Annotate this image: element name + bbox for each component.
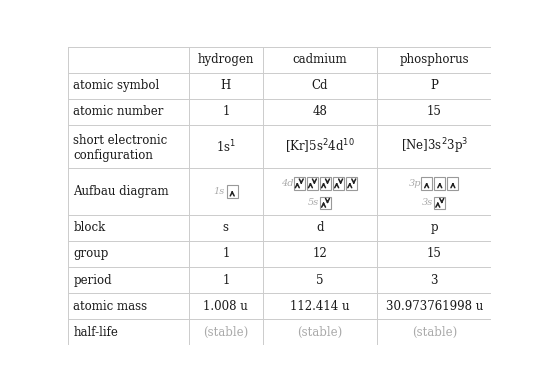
Text: Cd: Cd bbox=[312, 79, 328, 92]
Text: hydrogen: hydrogen bbox=[198, 53, 254, 66]
Text: phosphorus: phosphorus bbox=[400, 53, 469, 66]
Text: [Ne]3s$^2$3p$^3$: [Ne]3s$^2$3p$^3$ bbox=[401, 137, 468, 156]
Text: 1.008 u: 1.008 u bbox=[204, 300, 248, 313]
Text: 3s: 3s bbox=[422, 198, 434, 207]
Text: 12: 12 bbox=[313, 248, 328, 260]
Bar bbox=[434, 197, 446, 209]
Text: 5: 5 bbox=[316, 274, 324, 287]
Bar bbox=[227, 185, 238, 198]
Text: 1s$^1$: 1s$^1$ bbox=[216, 138, 236, 155]
Text: atomic number: atomic number bbox=[73, 105, 164, 118]
Text: 3p: 3p bbox=[408, 179, 421, 188]
Bar bbox=[294, 177, 305, 190]
Bar bbox=[333, 177, 344, 190]
Text: cadmium: cadmium bbox=[293, 53, 347, 66]
Text: half-life: half-life bbox=[73, 326, 118, 339]
Text: 15: 15 bbox=[427, 105, 442, 118]
Text: (stable): (stable) bbox=[298, 326, 343, 339]
Bar bbox=[421, 177, 432, 190]
Text: d: d bbox=[316, 222, 324, 234]
Bar bbox=[307, 177, 318, 190]
Text: p: p bbox=[430, 222, 438, 234]
Bar bbox=[434, 177, 446, 190]
Text: [Kr]5s$^2$4d$^{10}$: [Kr]5s$^2$4d$^{10}$ bbox=[285, 137, 355, 156]
Text: 30.973761998 u: 30.973761998 u bbox=[385, 300, 483, 313]
Text: short electronic
configuration: short electronic configuration bbox=[73, 134, 168, 163]
Text: s: s bbox=[223, 222, 229, 234]
Text: atomic mass: atomic mass bbox=[73, 300, 147, 313]
Text: 1: 1 bbox=[222, 105, 229, 118]
Text: (stable): (stable) bbox=[412, 326, 457, 339]
Text: 1: 1 bbox=[222, 274, 229, 287]
Text: 4d: 4d bbox=[281, 179, 294, 188]
Text: (stable): (stable) bbox=[203, 326, 248, 339]
Text: P: P bbox=[430, 79, 438, 92]
Text: 48: 48 bbox=[313, 105, 328, 118]
Text: 112.414 u: 112.414 u bbox=[290, 300, 350, 313]
Text: 5s: 5s bbox=[308, 198, 319, 207]
Text: block: block bbox=[73, 222, 105, 234]
Text: Aufbau diagram: Aufbau diagram bbox=[73, 185, 169, 198]
Bar bbox=[447, 177, 459, 190]
Text: atomic symbol: atomic symbol bbox=[73, 79, 159, 92]
Text: group: group bbox=[73, 248, 109, 260]
Text: 15: 15 bbox=[427, 248, 442, 260]
Text: H: H bbox=[221, 79, 231, 92]
Bar bbox=[346, 177, 357, 190]
Bar bbox=[320, 177, 331, 190]
Text: 3: 3 bbox=[431, 274, 438, 287]
Text: 1s: 1s bbox=[213, 187, 225, 196]
Text: period: period bbox=[73, 274, 112, 287]
Text: 1: 1 bbox=[222, 248, 229, 260]
Bar bbox=[320, 197, 331, 209]
